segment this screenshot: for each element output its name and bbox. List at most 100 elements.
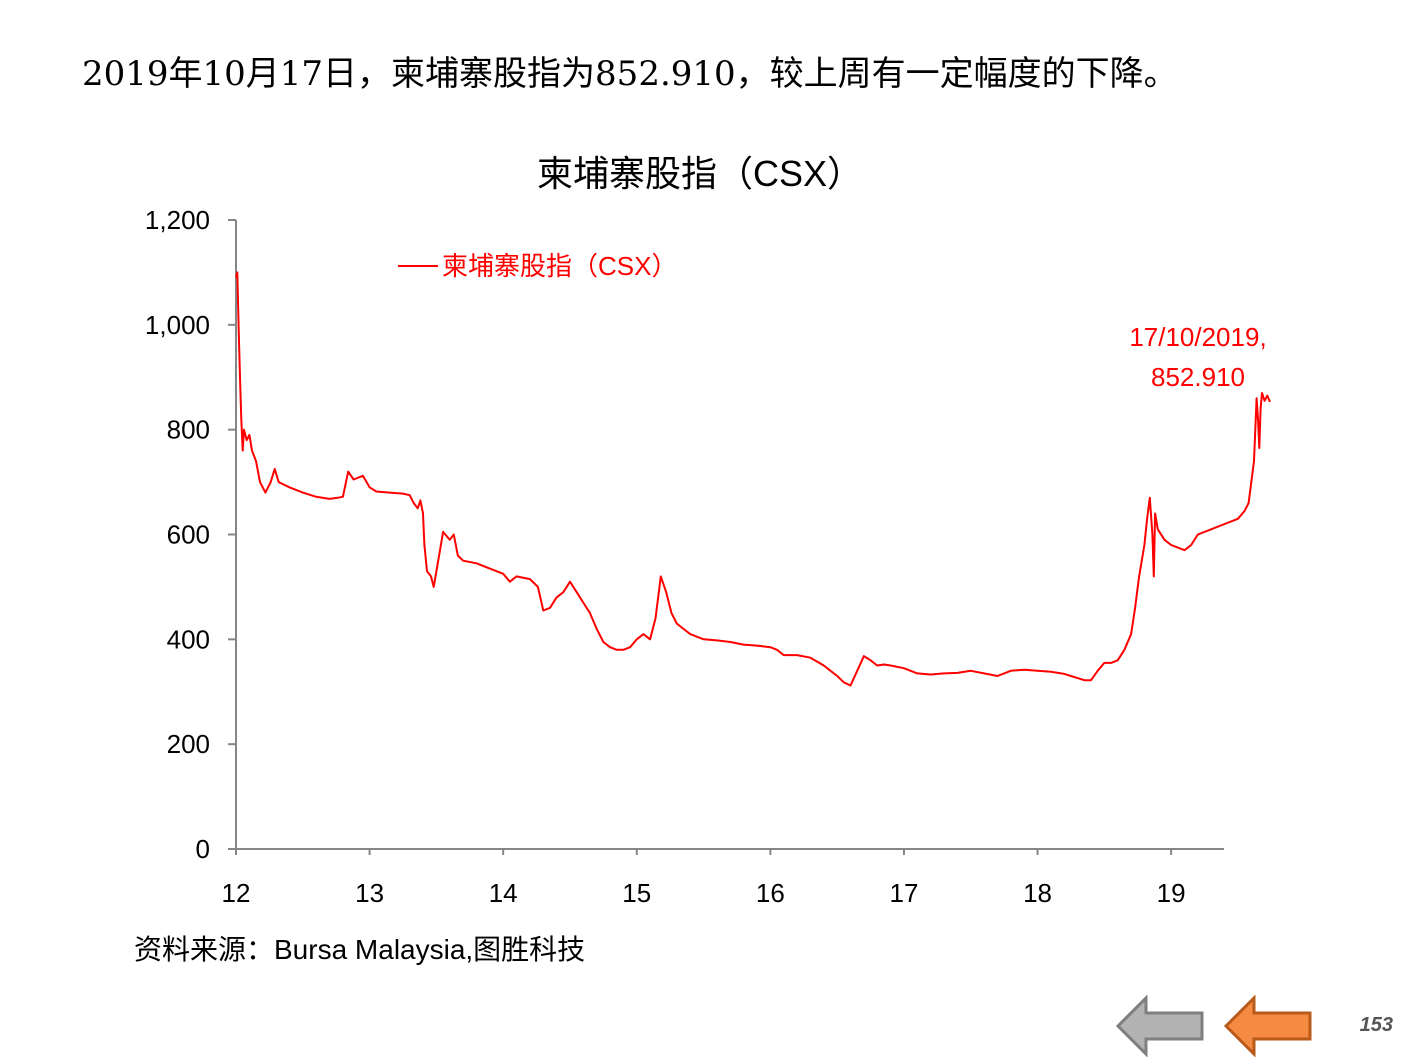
series-point xyxy=(655,617,657,619)
series-point xyxy=(850,685,852,687)
legend-label: 柬埔寨股指（CSX） xyxy=(442,251,677,281)
series-point xyxy=(1123,649,1125,651)
series-point xyxy=(1184,549,1186,551)
series-point xyxy=(362,475,364,477)
series-point xyxy=(251,450,253,452)
series-point xyxy=(238,329,240,331)
x-axis-ticks: 12 13 14 15 16 17 18 19 xyxy=(222,849,1186,908)
previous-page-button[interactable] xyxy=(1114,995,1206,1057)
next-page-button[interactable] xyxy=(1222,995,1314,1057)
series-point xyxy=(830,670,832,672)
y-tick-label: 200 xyxy=(167,729,210,759)
series-point xyxy=(1003,672,1005,674)
series-point xyxy=(1269,401,1271,403)
series-point xyxy=(259,481,261,483)
series-point xyxy=(1130,633,1132,635)
series-point xyxy=(438,555,440,557)
x-tick-label: 12 xyxy=(222,878,251,908)
left-arrow-icon xyxy=(1223,995,1312,1057)
series-point xyxy=(642,633,644,635)
series-point xyxy=(449,539,451,541)
x-tick-label: 13 xyxy=(355,878,384,908)
series-point xyxy=(1230,520,1232,522)
series-point xyxy=(696,636,698,638)
series-point xyxy=(1250,481,1252,483)
series-point xyxy=(890,665,892,667)
series-point xyxy=(246,439,248,441)
y-tick-label: 400 xyxy=(167,624,210,654)
series-point xyxy=(402,493,404,495)
series-point xyxy=(264,492,266,494)
series-point xyxy=(476,562,478,564)
series-point xyxy=(423,544,425,546)
series-point xyxy=(1253,460,1255,462)
series-point xyxy=(1266,395,1268,397)
series-point xyxy=(616,649,618,651)
series-point xyxy=(243,429,245,431)
series-point xyxy=(329,498,331,500)
series-line-csx xyxy=(235,271,1271,687)
series-point xyxy=(1157,528,1159,530)
series-point xyxy=(342,496,344,498)
series-point xyxy=(1210,528,1212,530)
series-point xyxy=(1110,662,1112,664)
series-point xyxy=(1149,497,1151,499)
y-tick-label: 1,000 xyxy=(145,310,210,340)
series-point xyxy=(783,654,785,656)
series-point xyxy=(589,612,591,614)
series-point xyxy=(347,471,349,473)
series-point xyxy=(375,491,377,493)
series-point xyxy=(1264,400,1266,402)
series-point xyxy=(1083,679,1085,681)
series-point xyxy=(1090,679,1092,681)
series-point xyxy=(997,675,999,677)
series-point xyxy=(1146,518,1148,520)
annotation-date: 17/10/2019, xyxy=(1129,322,1266,352)
series-point xyxy=(278,481,280,483)
series-point xyxy=(1261,392,1263,394)
series-point xyxy=(422,513,424,515)
series-point xyxy=(502,573,504,575)
x-tick-label: 17 xyxy=(889,878,918,908)
series-point xyxy=(689,633,691,635)
series-point xyxy=(1153,575,1155,577)
series-point xyxy=(629,646,631,648)
series-point xyxy=(636,638,638,640)
series-point xyxy=(1154,513,1156,515)
series-point xyxy=(430,575,432,577)
series-point xyxy=(776,649,778,651)
page-number: 153 xyxy=(1359,1014,1393,1036)
series-point xyxy=(516,575,518,577)
series-point xyxy=(870,659,872,661)
series-point xyxy=(235,277,237,279)
series-point xyxy=(1190,544,1192,546)
series-point xyxy=(876,665,878,667)
series-point xyxy=(274,468,276,470)
series-point xyxy=(916,672,918,674)
series-point xyxy=(442,531,444,533)
series-point xyxy=(1260,408,1262,410)
x-tick-label: 14 xyxy=(489,878,518,908)
source-note: 资料来源：Bursa Malaysia,图胜科技 xyxy=(134,934,586,965)
series-point xyxy=(419,499,421,501)
series-point xyxy=(457,555,459,557)
series-point xyxy=(337,497,339,499)
series-point xyxy=(1177,547,1179,549)
series-point xyxy=(856,670,858,672)
series-point xyxy=(369,486,371,488)
series-point xyxy=(582,602,584,604)
series-point xyxy=(1248,502,1250,504)
series-point xyxy=(649,638,651,640)
series-point xyxy=(288,486,290,488)
left-arrow-icon xyxy=(1115,995,1204,1057)
series-point xyxy=(562,591,564,593)
series-point xyxy=(1143,544,1145,546)
series-point xyxy=(453,534,455,536)
y-tick-label: 0 xyxy=(196,834,210,864)
series-point xyxy=(1151,534,1153,536)
series-point xyxy=(743,644,745,646)
series-point xyxy=(769,646,771,648)
series-point xyxy=(1134,607,1136,609)
series-point xyxy=(236,271,238,273)
